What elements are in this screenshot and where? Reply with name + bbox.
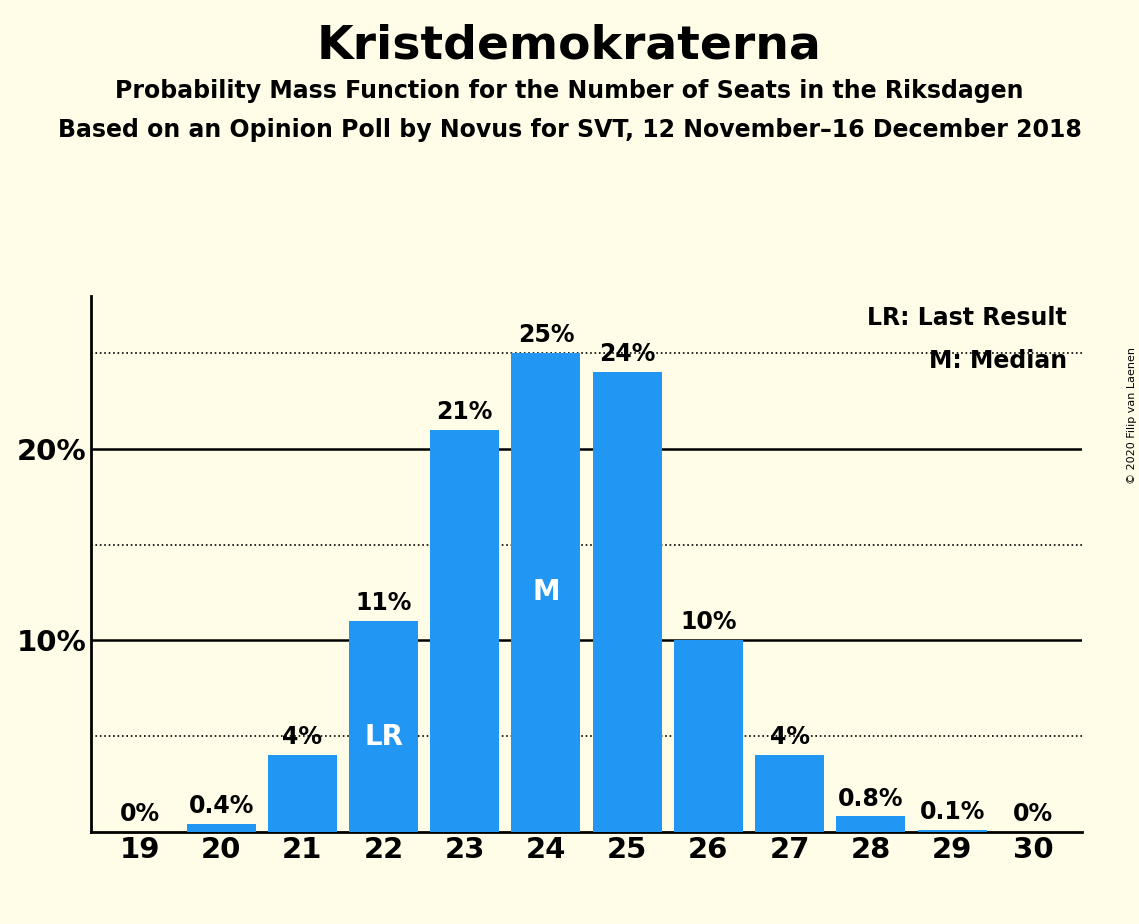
Bar [674,640,743,832]
Text: 11%: 11% [355,591,411,615]
Text: LR: LR [364,723,403,751]
Text: 0.4%: 0.4% [188,795,254,819]
Text: 0%: 0% [120,802,159,826]
Text: © 2020 Filip van Laenen: © 2020 Filip van Laenen [1126,347,1137,484]
Text: 25%: 25% [518,323,574,347]
Text: 4%: 4% [770,725,810,749]
Bar [592,372,662,832]
Text: M: Median: M: Median [929,349,1067,373]
Text: 10%: 10% [680,611,737,635]
Bar [918,830,986,832]
Text: 4%: 4% [282,725,322,749]
Bar [349,621,418,832]
Bar [268,755,337,832]
Bar [187,824,255,832]
Text: M: M [532,578,559,606]
Text: Probability Mass Function for the Number of Seats in the Riksdagen: Probability Mass Function for the Number… [115,79,1024,103]
Bar [431,430,499,832]
Bar [755,755,825,832]
Text: 0.1%: 0.1% [919,800,985,824]
Text: Based on an Opinion Poll by Novus for SVT, 12 November–16 December 2018: Based on an Opinion Poll by Novus for SV… [58,118,1081,142]
Text: Kristdemokraterna: Kristdemokraterna [317,23,822,68]
Bar [511,353,581,832]
Bar [836,816,906,832]
Text: 0.8%: 0.8% [838,786,903,810]
Text: 0%: 0% [1014,802,1054,826]
Text: 21%: 21% [436,400,493,424]
Text: 24%: 24% [599,343,655,367]
Text: LR: Last Result: LR: Last Result [868,307,1067,331]
